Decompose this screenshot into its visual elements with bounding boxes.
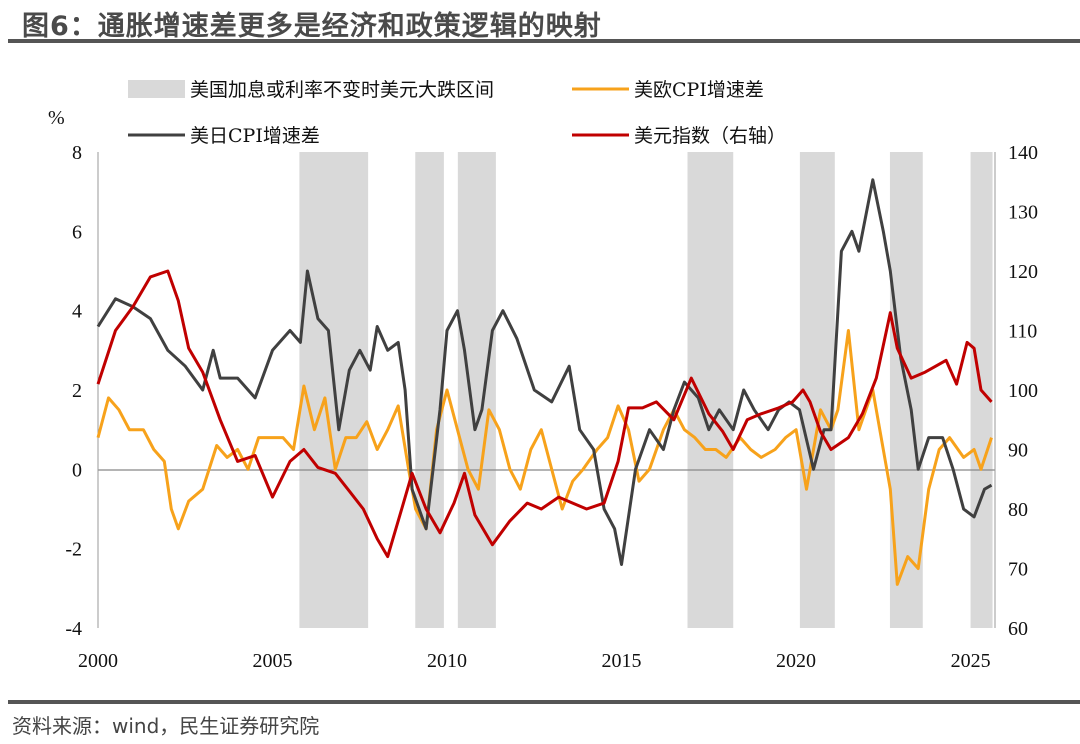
right-tick-label: 60 xyxy=(1008,618,1028,640)
left-tick-label: 2 xyxy=(72,380,82,402)
top-rule xyxy=(8,39,1080,43)
left-tick-label: 8 xyxy=(72,142,82,164)
right-tick-label: 120 xyxy=(1008,261,1038,283)
left-tick-label: 4 xyxy=(72,301,82,323)
left-tick-label: 0 xyxy=(72,459,82,481)
right-tick-label: 100 xyxy=(1008,380,1038,402)
left-tick-label: -4 xyxy=(65,618,82,640)
right-tick-label: 90 xyxy=(1008,440,1028,462)
legend-label-shaded: 美国加息或利率不变时美元大跌区间 xyxy=(190,79,494,101)
figure-title: 图6：通胀增速差更多是经济和政策逻辑的映射 xyxy=(22,11,602,42)
source-note: 资料来源：wind，民生证券研究院 xyxy=(12,714,320,738)
x-tick-label: 2015 xyxy=(602,650,642,672)
right-tick-label: 70 xyxy=(1008,559,1028,581)
shaded-region xyxy=(415,152,444,628)
shaded-region xyxy=(687,152,734,628)
x-tick-label: 2010 xyxy=(427,650,467,672)
right-tick-label: 110 xyxy=(1008,321,1037,343)
x-tick-label: 2005 xyxy=(253,650,293,672)
right-tick-label: 140 xyxy=(1008,142,1038,164)
right-tick-label: 80 xyxy=(1008,499,1028,521)
bottom-rule xyxy=(8,700,1080,704)
x-tick-label: 2000 xyxy=(78,650,118,672)
right-tick-label: 130 xyxy=(1008,202,1038,224)
legend-label-us-jp: 美日CPI增速差 xyxy=(190,125,320,147)
x-tick-label: 2020 xyxy=(776,650,816,672)
legend-label-usd: 美元指数（右轴） xyxy=(634,125,786,147)
legend-swatch-shaded xyxy=(128,80,185,98)
series-usd-index xyxy=(96,269,993,559)
series-us-eu-cpi-gap xyxy=(96,329,993,586)
shaded-region xyxy=(457,152,496,628)
x-tick-label: 2025 xyxy=(951,650,991,672)
series-us-jp-cpi-gap xyxy=(96,178,993,566)
left-tick-label: 6 xyxy=(72,221,82,243)
left-tick-label: -2 xyxy=(65,539,82,561)
shaded-region xyxy=(799,152,835,628)
left-axis-unit: % xyxy=(48,107,65,129)
legend-label-us-eu: 美欧CPI增速差 xyxy=(634,79,764,101)
